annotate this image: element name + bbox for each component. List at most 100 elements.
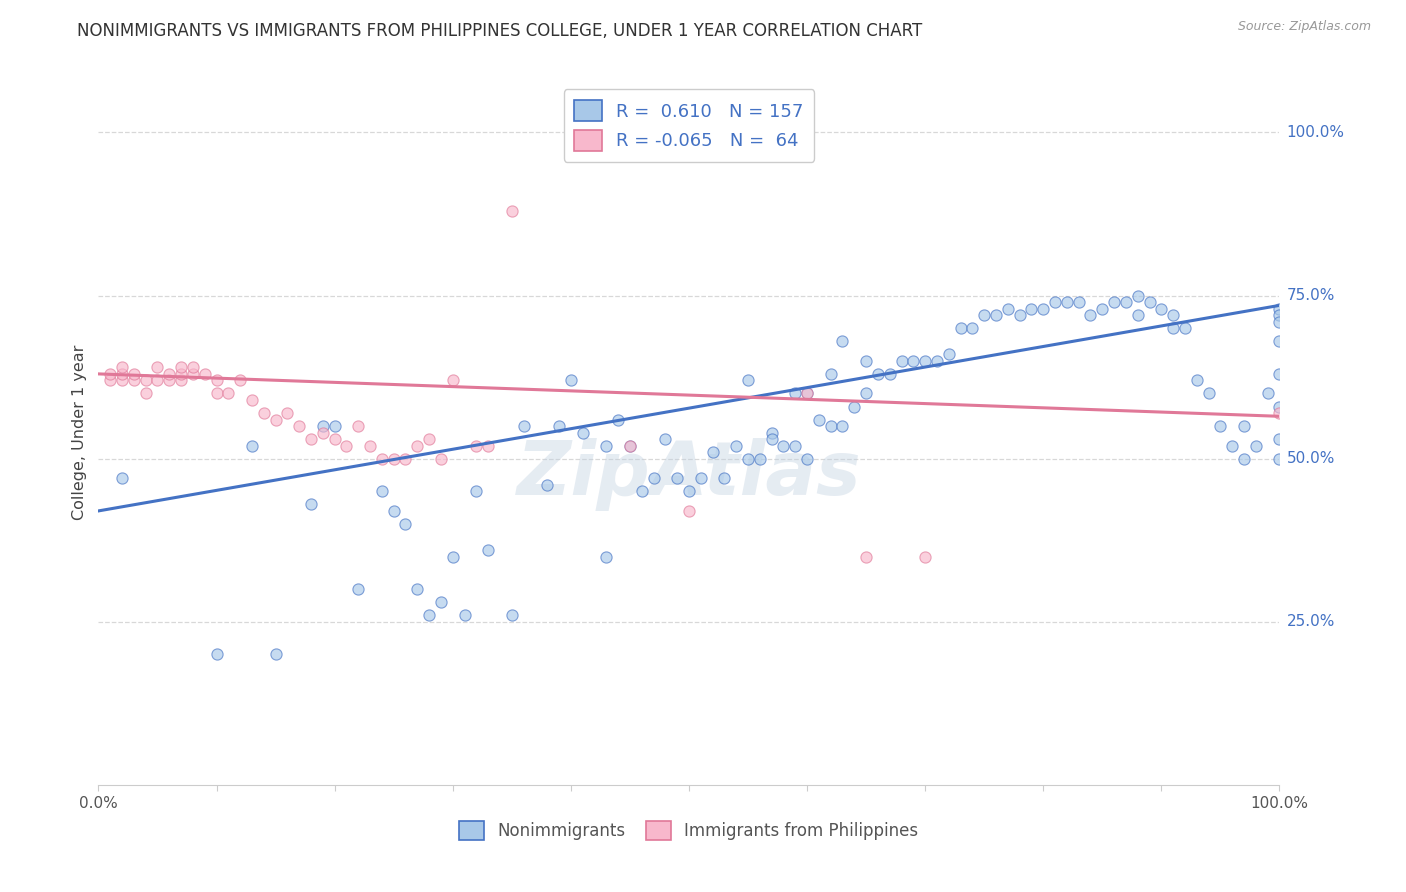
Point: [748, 451, 770, 466]
Point: [855, 386, 877, 401]
Point: [619, 439, 641, 453]
Point: [1233, 451, 1256, 466]
Text: 75.0%: 75.0%: [1286, 288, 1334, 303]
Point: [866, 367, 889, 381]
Point: [1126, 288, 1149, 302]
Point: [796, 386, 818, 401]
Point: [347, 582, 370, 597]
Point: [619, 439, 641, 453]
Point: [394, 451, 416, 466]
Point: [1161, 308, 1184, 322]
Point: [1268, 400, 1291, 414]
Point: [111, 373, 134, 387]
Point: [914, 549, 936, 564]
Point: [1091, 301, 1114, 316]
Point: [796, 386, 818, 401]
Point: [595, 549, 617, 564]
Point: [111, 471, 134, 485]
Point: [1080, 308, 1102, 322]
Point: [299, 497, 322, 511]
Point: [962, 321, 984, 335]
Point: [181, 367, 204, 381]
Y-axis label: College, Under 1 year: College, Under 1 year: [72, 345, 87, 520]
Point: [1220, 439, 1243, 453]
Point: [312, 419, 335, 434]
Point: [831, 419, 853, 434]
Point: [666, 471, 689, 485]
Point: [1032, 301, 1054, 316]
Point: [371, 484, 394, 499]
Point: [1185, 373, 1208, 387]
Point: [335, 439, 357, 453]
Point: [406, 582, 429, 597]
Point: [406, 439, 429, 453]
Point: [1067, 295, 1090, 310]
Point: [323, 432, 346, 446]
Point: [170, 373, 193, 387]
Point: [1198, 386, 1220, 401]
Point: [430, 595, 453, 609]
Point: [1021, 301, 1043, 316]
Point: [925, 354, 948, 368]
Point: [157, 373, 180, 387]
Point: [678, 504, 700, 518]
Text: NONIMMIGRANTS VS IMMIGRANTS FROM PHILIPPINES COLLEGE, UNDER 1 YEAR CORRELATION C: NONIMMIGRANTS VS IMMIGRANTS FROM PHILIPP…: [77, 22, 922, 40]
Point: [725, 439, 748, 453]
Point: [418, 608, 440, 623]
Point: [98, 367, 121, 381]
Text: ZipAtlas: ZipAtlas: [516, 438, 862, 511]
Point: [1268, 315, 1291, 329]
Point: [1268, 334, 1291, 349]
Point: [229, 373, 252, 387]
Point: [879, 367, 901, 381]
Point: [689, 471, 711, 485]
Point: [761, 432, 783, 446]
Point: [1102, 295, 1125, 310]
Point: [761, 425, 783, 440]
Point: [1209, 419, 1232, 434]
Point: [536, 478, 558, 492]
Point: [607, 412, 630, 426]
Point: [571, 425, 593, 440]
Point: [501, 608, 523, 623]
Point: [855, 354, 877, 368]
Point: [98, 373, 121, 387]
Point: [205, 648, 228, 662]
Point: [465, 439, 488, 453]
Point: [949, 321, 972, 335]
Point: [217, 386, 239, 401]
Point: [312, 425, 335, 440]
Point: [903, 354, 925, 368]
Point: [146, 360, 169, 375]
Point: [702, 445, 724, 459]
Point: [122, 373, 145, 387]
Point: [453, 608, 475, 623]
Text: 50.0%: 50.0%: [1286, 451, 1334, 467]
Point: [548, 419, 571, 434]
Legend: Nonimmigrants, Immigrants from Philippines: Nonimmigrants, Immigrants from Philippin…: [453, 814, 925, 847]
Text: 100.0%: 100.0%: [1286, 125, 1344, 140]
Point: [890, 354, 912, 368]
Point: [1233, 419, 1256, 434]
Point: [1056, 295, 1078, 310]
Point: [146, 373, 169, 387]
Point: [240, 392, 263, 407]
Point: [1268, 451, 1291, 466]
Point: [1257, 386, 1279, 401]
Point: [347, 419, 370, 434]
Point: [382, 451, 405, 466]
Point: [205, 386, 228, 401]
Point: [1268, 301, 1291, 316]
Point: [299, 432, 322, 446]
Point: [643, 471, 665, 485]
Point: [418, 432, 440, 446]
Point: [713, 471, 735, 485]
Point: [111, 367, 134, 381]
Point: [501, 203, 523, 218]
Point: [737, 373, 759, 387]
Point: [772, 439, 794, 453]
Point: [1268, 308, 1291, 322]
Point: [122, 367, 145, 381]
Point: [855, 549, 877, 564]
Point: [997, 301, 1019, 316]
